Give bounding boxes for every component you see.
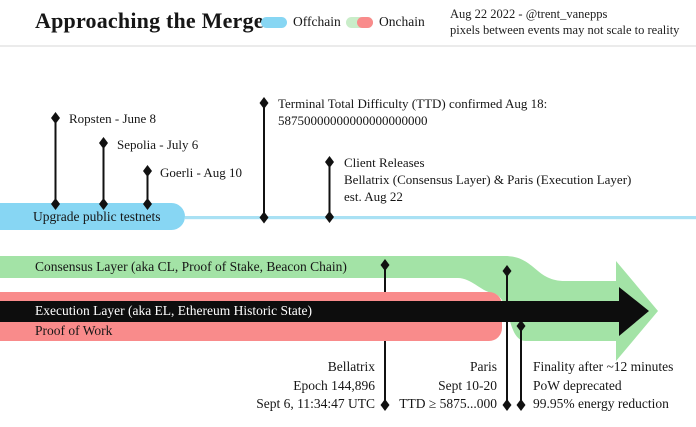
sepolia-bottom-diamond <box>99 198 108 210</box>
paris-milestone: Paris Sept 10-20 TTD ≥ 5875...000 <box>399 358 497 414</box>
finality-line2: PoW deprecated <box>533 377 622 393</box>
ttd-label-line2: 58750000000000000000000 <box>278 113 428 128</box>
ropsten-bottom-diamond <box>51 198 60 210</box>
goerli-bottom-diamond <box>143 198 152 210</box>
ttd-label-line1: Terminal Total Difficulty (TTD) confirme… <box>278 96 548 111</box>
execution-layer-label: Execution Layer (aka EL, Ethereum Histor… <box>35 303 313 318</box>
execution-layer-arrow <box>0 287 649 336</box>
event-diamond-markers <box>51 97 526 411</box>
paris-date-range: Sept 10-20 <box>438 377 497 393</box>
paris-ttd-condition: TTD ≥ 5875...000 <box>399 396 497 411</box>
goerli-top-diamond <box>143 165 152 177</box>
offchain-legend-swatch <box>261 17 287 28</box>
sepolia-top-diamond <box>99 137 108 149</box>
proof-of-work-label: Proof of Work <box>35 323 113 338</box>
header-divider <box>0 45 696 47</box>
upgrade-testnets-bar <box>0 203 185 230</box>
client-releases-label: Client Releases Bellatrix (Consensus Lay… <box>344 154 631 205</box>
onchain-legend-label: Onchain <box>379 14 425 29</box>
consensus-layer-ribbon-arrow <box>0 256 658 361</box>
paris-top-diamond <box>502 265 512 277</box>
offchain-legend-label: Offchain <box>293 14 341 29</box>
finality-milestone: Finality after ~12 minutes PoW deprecate… <box>533 358 673 414</box>
upgrade-testnets-label: Upgrade public testnets <box>33 209 161 224</box>
sepolia-label: Sepolia - July 6 <box>117 137 199 152</box>
bellatrix-bottom-diamond <box>380 399 390 411</box>
page-title: Approaching the Merge <box>35 8 264 33</box>
client-releases-line3: est. Aug 22 <box>344 189 403 204</box>
consensus-layer-label: Consensus Layer (aka CL, Proof of Stake,… <box>35 259 347 274</box>
finality-bottom-diamond <box>516 399 526 411</box>
finality-line1: Finality after ~12 minutes <box>533 359 674 374</box>
bellatrix-milestone: Bellatrix Epoch 144,896 Sept 6, 11:34:47… <box>256 358 375 414</box>
offchain-timeline-line <box>185 216 696 220</box>
attribution-note: Aug 22 2022 - @trent_vanepps pixels betw… <box>450 6 679 38</box>
attribution-line: Aug 22 2022 - @trent_vanepps <box>450 7 608 21</box>
ttd-bottom-diamond <box>259 211 269 224</box>
client-releases-line2: Bellatrix (Consensus Layer) & Paris (Exe… <box>344 172 632 187</box>
finality-top-diamond <box>516 320 526 332</box>
onchain-legend-red-cap <box>357 17 373 28</box>
client-top-diamond <box>325 156 334 168</box>
bellatrix-datetime: Sept 6, 11:34:47 UTC <box>256 396 375 411</box>
scale-disclaimer-line: pixels between events may not scale to r… <box>450 23 680 37</box>
ropsten-label: Ropsten - June 8 <box>69 111 157 126</box>
client-bottom-diamond <box>325 211 334 223</box>
bellatrix-epoch: Epoch 144,896 <box>293 377 375 393</box>
paris-name: Paris <box>470 359 497 374</box>
finality-line3: 99.95% energy reduction <box>533 396 669 411</box>
goerli-label: Goerli - Aug 10 <box>160 165 242 180</box>
bellatrix-name: Bellatrix <box>327 359 375 374</box>
ttd-top-diamond <box>259 97 269 109</box>
paris-bottom-diamond <box>502 399 512 411</box>
ropsten-top-diamond <box>51 112 60 124</box>
onchain-legend-swatch <box>346 17 373 28</box>
client-releases-line1: Client Releases <box>344 155 425 170</box>
ttd-label: Terminal Total Difficulty (TTD) confirme… <box>278 95 547 129</box>
bellatrix-top-diamond <box>380 259 390 271</box>
